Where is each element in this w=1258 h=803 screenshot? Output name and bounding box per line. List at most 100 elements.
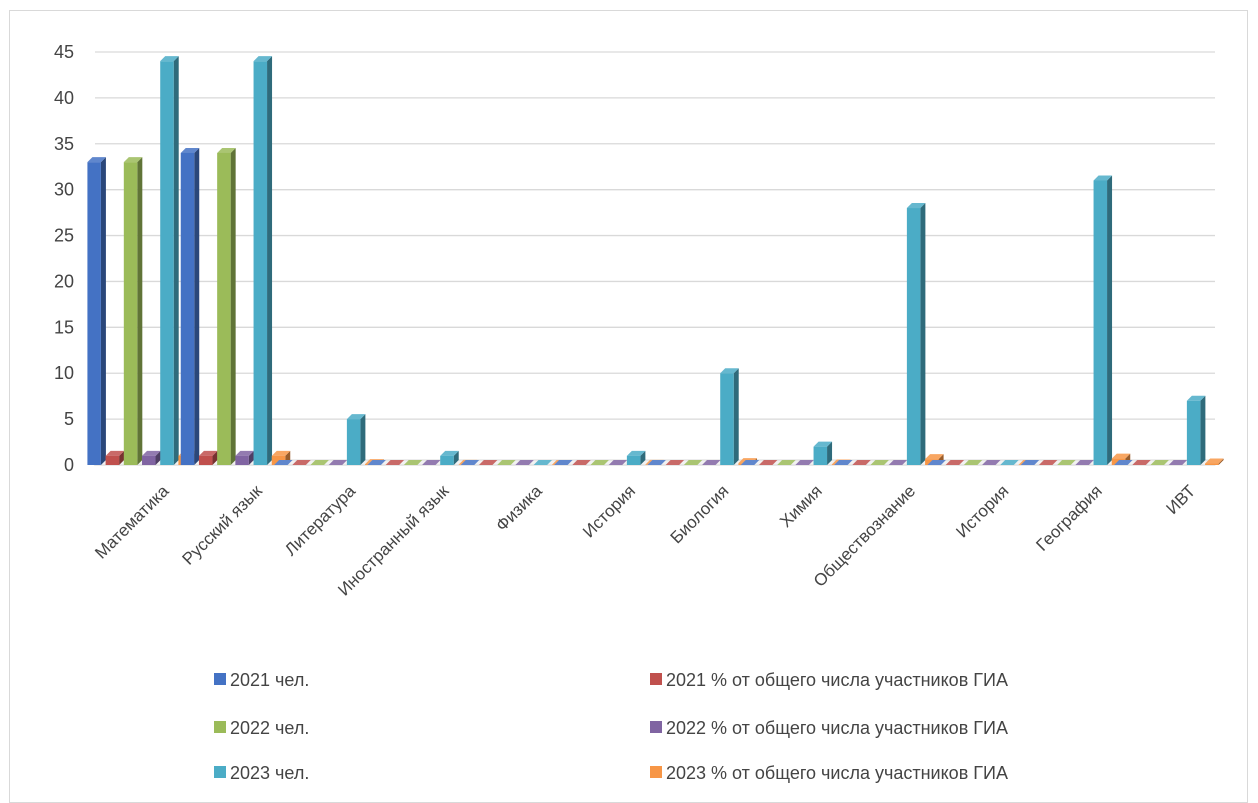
- bar: [888, 460, 908, 465]
- bar-top: [906, 203, 926, 209]
- bar-top: [123, 157, 143, 163]
- bar-top: [1020, 460, 1040, 465]
- bar: [572, 460, 591, 465]
- bar-top: [271, 450, 291, 456]
- bar: [834, 460, 853, 465]
- bar-front: [1093, 180, 1108, 465]
- y-tick-label: 45: [54, 42, 74, 62]
- bar-top: [160, 56, 179, 62]
- bar-side: [360, 414, 366, 465]
- bar: [906, 203, 926, 465]
- bar: [292, 460, 311, 465]
- bars: [87, 56, 1224, 466]
- bar-side: [119, 450, 125, 465]
- bar: [515, 460, 534, 465]
- bar-top: [533, 460, 553, 465]
- bar-front: [440, 455, 454, 465]
- bar-top: [328, 460, 348, 465]
- bar-front: [906, 208, 921, 465]
- bar-front: [253, 61, 268, 466]
- bar-top: [758, 460, 778, 465]
- y-tick-label: 10: [54, 363, 74, 383]
- bar-top: [515, 460, 534, 465]
- bar-top: [235, 450, 254, 456]
- bar-top: [647, 460, 666, 465]
- bar: [1150, 460, 1169, 465]
- bar: [198, 450, 218, 465]
- bar-side: [100, 157, 106, 465]
- bar-top: [422, 460, 441, 465]
- bar-front: [160, 61, 174, 466]
- bar: [1020, 460, 1040, 465]
- bar-top: [1000, 460, 1019, 465]
- bar: [626, 450, 646, 465]
- bar-side: [453, 450, 459, 465]
- bar-side: [155, 450, 161, 465]
- bar-top: [963, 460, 983, 465]
- bar-front: [720, 373, 734, 465]
- bar-front: [198, 455, 213, 465]
- bar-front: [105, 455, 120, 465]
- bar: [813, 441, 833, 465]
- bar-top: [1150, 460, 1169, 465]
- bar-top: [478, 460, 498, 465]
- bar-top: [460, 460, 480, 465]
- legend-swatch: [214, 766, 226, 778]
- bar: [274, 460, 293, 465]
- legend-item: 2022 чел.: [214, 718, 309, 738]
- bar: [533, 460, 553, 465]
- bar: [758, 460, 778, 465]
- y-tick-label: 30: [54, 180, 74, 200]
- bar-top: [1057, 460, 1076, 465]
- legend-label: 2022 чел.: [230, 718, 309, 738]
- bar: [852, 460, 871, 465]
- bar-top: [105, 450, 125, 456]
- bar-front: [235, 455, 249, 465]
- bar-top: [777, 460, 796, 465]
- bar-front: [626, 455, 641, 465]
- bar-top: [982, 460, 1001, 465]
- bar-top: [1205, 458, 1224, 464]
- bar-top: [626, 450, 646, 456]
- bar-top: [608, 460, 628, 465]
- y-tick-label: 20: [54, 271, 74, 291]
- legend-item: 2021 чел.: [214, 670, 309, 690]
- bar-front: [217, 152, 231, 465]
- bar: [647, 460, 666, 465]
- bar-top: [217, 147, 236, 153]
- bar-top: [852, 460, 871, 465]
- bar: [1093, 175, 1113, 465]
- bar-front: [180, 152, 195, 465]
- bar-top: [590, 460, 609, 465]
- legend-item: 2021 % от общего числа участников ГИА: [650, 670, 1008, 690]
- bar-side: [920, 203, 926, 465]
- bar: [440, 450, 459, 465]
- bar: [180, 147, 200, 465]
- bar-top: [180, 147, 200, 153]
- bar-top: [813, 441, 833, 447]
- legend-swatch: [650, 766, 662, 778]
- bar-side: [173, 56, 179, 466]
- bar: [422, 460, 441, 465]
- bar-top: [945, 460, 965, 465]
- bar-top: [720, 368, 739, 374]
- legend-item: 2022 % от общего числа участников ГИА: [650, 718, 1008, 738]
- bar-top: [740, 460, 760, 465]
- bar: [590, 460, 609, 465]
- bar-top: [1038, 460, 1058, 465]
- bar: [870, 460, 889, 465]
- bar: [346, 414, 366, 465]
- bar: [1114, 460, 1133, 465]
- bar-side: [212, 450, 218, 465]
- bar-top: [1111, 453, 1131, 459]
- bar: [105, 450, 125, 465]
- bar-top: [795, 460, 814, 465]
- bar-front: [813, 446, 828, 465]
- bar: [1038, 460, 1058, 465]
- bar-top: [1114, 460, 1133, 465]
- bar-top: [1186, 395, 1206, 401]
- bar: [795, 460, 814, 465]
- bar-top: [554, 460, 573, 465]
